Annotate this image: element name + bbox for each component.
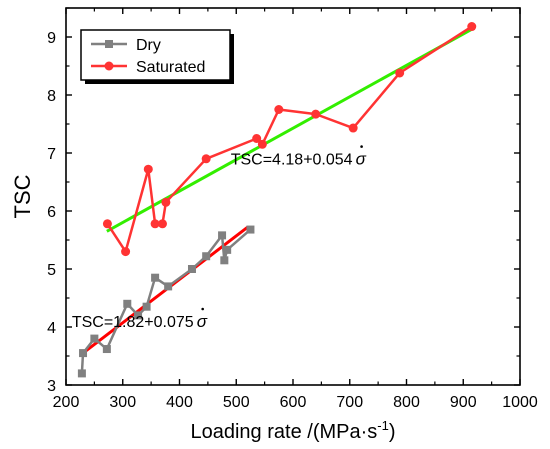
data-point-saturated	[157, 219, 167, 229]
data-point-saturated	[201, 154, 211, 164]
data-point-dry	[123, 299, 132, 308]
x-tick-label: 500	[223, 394, 250, 411]
data-point-dry	[220, 256, 229, 265]
data-point-dry	[202, 252, 211, 261]
fit-equation-label: TSC=4.18+0.054	[231, 152, 353, 169]
data-point-saturated	[257, 139, 267, 149]
fit-equation-label: TSC=1.82+0.075	[72, 314, 194, 331]
data-point-saturated	[311, 109, 321, 119]
x-tick-label: 800	[393, 394, 420, 411]
data-point-saturated	[161, 197, 171, 207]
y-tick-label: 9	[47, 30, 56, 47]
legend-label-dry: Dry	[136, 37, 161, 54]
legend-shadow	[230, 34, 234, 84]
fit-equation-symbol: σ	[197, 312, 208, 331]
legend-box	[80, 29, 231, 81]
data-point-dry	[77, 369, 86, 378]
data-point-saturated	[274, 105, 284, 114]
data-point-dry	[90, 334, 99, 343]
fit-equation-dot	[201, 307, 204, 311]
data-point-dry	[102, 345, 111, 354]
x-tick-label: 700	[336, 394, 363, 411]
y-tick-label: 5	[47, 262, 56, 279]
data-point-dry	[134, 311, 143, 320]
data-point-saturated	[395, 68, 405, 78]
data-point-saturated	[150, 219, 160, 229]
y-axis-title: TSC	[10, 174, 35, 218]
legend: Dry Saturated	[80, 29, 234, 84]
y-tick-label: 6	[47, 204, 56, 221]
data-point-dry	[79, 349, 88, 358]
data-point-dry	[151, 273, 160, 282]
x-tick-label: 900	[450, 394, 477, 411]
data-point-saturated	[467, 22, 477, 32]
legend-marker-dry	[105, 40, 113, 48]
fit-equation-dot	[360, 145, 363, 148]
x-tick-label: 200	[53, 394, 80, 411]
legend-label-saturated: Saturated	[136, 59, 205, 76]
x-axis-title: Loading rate /(MPa·s-1)	[191, 418, 396, 443]
series-lines	[77, 22, 477, 378]
legend-shadow	[85, 80, 234, 84]
data-point-dry	[164, 282, 173, 291]
y-tick-label: 3	[47, 378, 56, 395]
data-point-dry	[218, 231, 227, 240]
data-point-dry	[142, 302, 151, 311]
fit-equation-symbol: σ	[356, 150, 367, 169]
y-tick-label: 4	[47, 320, 56, 337]
data-point-dry	[246, 225, 255, 234]
series-line-saturated	[106, 25, 473, 253]
y-tick-label: 7	[47, 146, 56, 163]
data-point-dry	[187, 265, 196, 273]
data-point-saturated	[252, 134, 262, 143]
data-point-saturated	[102, 219, 112, 229]
y-tick-label: 8	[47, 88, 56, 105]
data-point-saturated	[348, 123, 358, 133]
fit-line-1	[106, 26, 475, 233]
axes: 200 300 400 500 600 700 800 900 1000 3 4 5 6 7 8 9	[47, 7, 538, 411]
data-point-dry	[223, 245, 232, 254]
data-point-saturated	[121, 247, 131, 257]
x-tick-label: 300	[109, 394, 136, 411]
x-tick-label: 600	[280, 394, 307, 411]
x-tick-label: 1000	[502, 394, 538, 411]
x-tick-label: 400	[166, 394, 193, 411]
legend-marker-saturated	[104, 61, 114, 71]
data-point-saturated	[143, 164, 153, 174]
